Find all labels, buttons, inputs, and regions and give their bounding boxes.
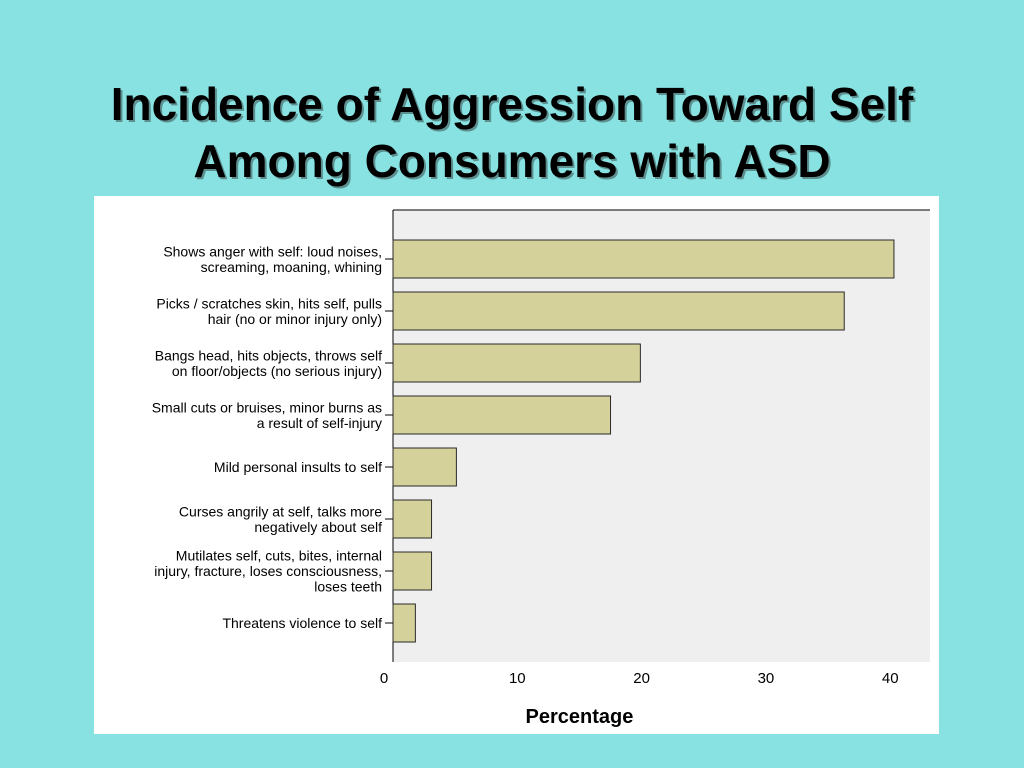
category-label: Small cuts or bruises, minor burns as a r…	[152, 399, 382, 431]
x-tick-label: 0	[380, 670, 388, 687]
slide-title: Incidence of Aggression Toward Self Amon…	[0, 76, 1024, 190]
bar	[392, 239, 895, 279]
x-tick-label: 40	[882, 670, 899, 687]
category-label: Threatens violence to self	[222, 615, 382, 631]
bar	[392, 343, 641, 383]
category-label: Mutilates self, cuts, bites, internal inj…	[154, 548, 382, 595]
bar-chart: Shows anger with self: loud noises, screa…	[152, 209, 930, 728]
plot-area	[393, 210, 930, 662]
category-label: Mild personal insults to self	[214, 459, 382, 475]
slide-title-line-1: Incidence of Aggression Toward Self	[110, 78, 914, 130]
chart-panel: Shows anger with self: loud noises, screa…	[94, 196, 939, 734]
bar	[392, 395, 612, 435]
bar	[392, 551, 433, 591]
bar	[392, 447, 457, 487]
bar	[392, 291, 845, 331]
x-tick-label: 10	[509, 670, 526, 687]
x-axis-title: Percentage	[526, 706, 634, 728]
x-tick-label: 20	[633, 670, 650, 687]
bar	[392, 603, 416, 643]
category-label: Curses angrily at self, talks more negati…	[179, 503, 382, 535]
category-label: Picks / scratches skin, hits self, pulls…	[156, 295, 382, 327]
category-label: Shows anger with self: loud noises, screa…	[163, 243, 382, 275]
slide-title-line-2: Among Consumers with ASD	[193, 135, 831, 187]
x-tick-label: 30	[758, 670, 775, 687]
bar	[392, 499, 433, 539]
category-label: Bangs head, hits objects, throws self on …	[155, 347, 382, 379]
